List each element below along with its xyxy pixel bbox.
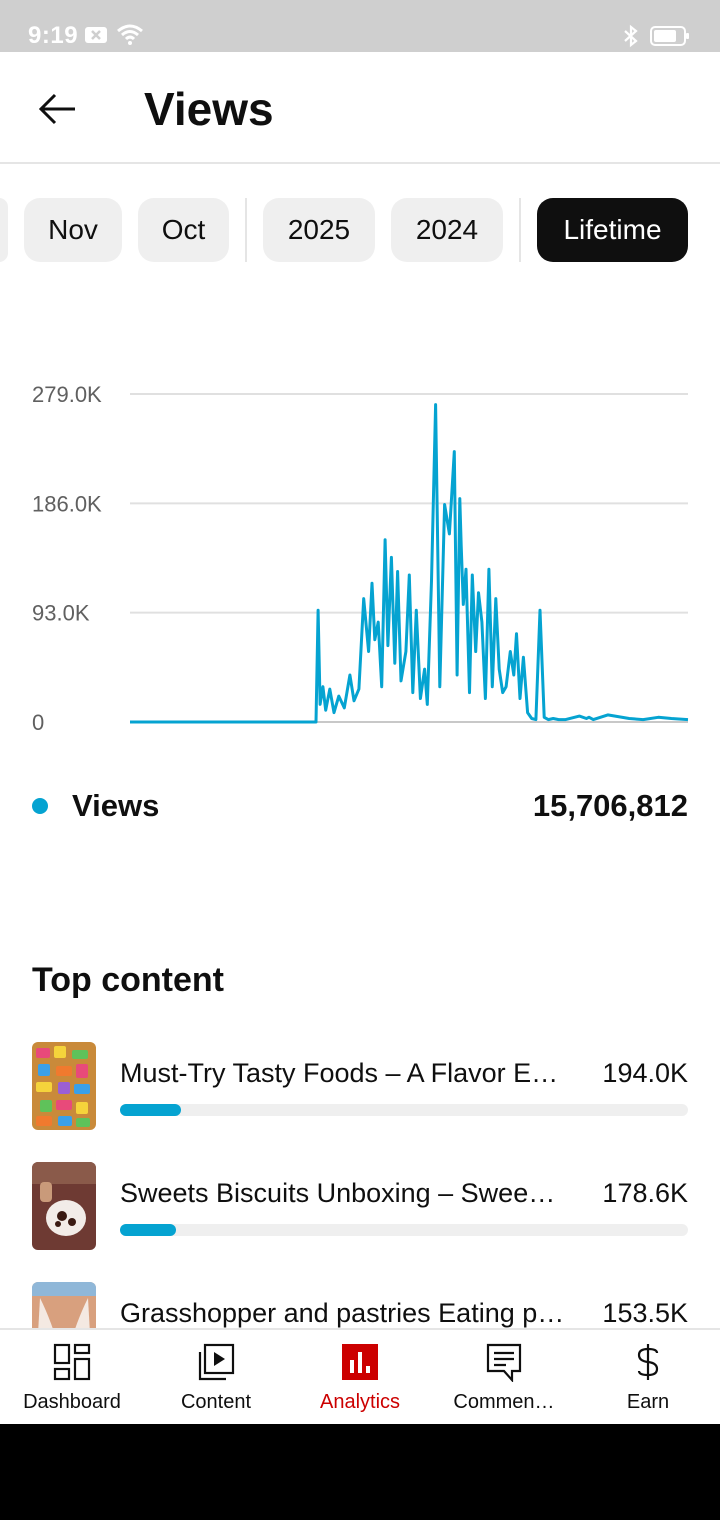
- chip-2025[interactable]: 2025: [263, 198, 375, 262]
- content-icon: [198, 1343, 235, 1381]
- nav-dashboard[interactable]: Dashboard: [0, 1330, 144, 1424]
- nav-label: Dashboard: [23, 1391, 121, 1413]
- views-bar-track: [120, 1104, 688, 1116]
- bottom-nav: Dashboard Content Analytics C: [0, 1328, 720, 1424]
- nav-earn[interactable]: Earn: [576, 1330, 720, 1424]
- chip-2024[interactable]: 2024: [391, 198, 503, 262]
- nav-label: Analytics: [319, 1391, 401, 1413]
- nav-label: Commen…: [453, 1391, 555, 1413]
- list-item[interactable]: Sweets Biscuits Unboxing – Swee… 178.6K: [0, 1162, 720, 1252]
- battery-icon: [650, 25, 690, 52]
- list-item[interactable]: Must-Try Tasty Foods – A Flavor E… 194.0…: [0, 1042, 720, 1132]
- views-bar-track: [120, 1224, 688, 1236]
- video-title: Must-Try Tasty Foods – A Flavor E…: [120, 1058, 559, 1088]
- legend-label: Views: [72, 788, 160, 823]
- close-box-icon: [84, 26, 108, 49]
- system-nav-area: [0, 1424, 720, 1520]
- video-thumbnail: [32, 1162, 96, 1250]
- legend-dot: [32, 798, 48, 814]
- period-chips: Nov Oct 2025 2024 Lifetime: [0, 198, 720, 262]
- back-button[interactable]: [30, 82, 84, 136]
- video-title: Sweets Biscuits Unboxing – Swee…: [120, 1178, 556, 1208]
- wifi-icon: [116, 24, 144, 51]
- video-views: 178.6K: [602, 1178, 688, 1208]
- nav-label: Earn: [626, 1391, 670, 1413]
- status-bar: 9:19: [0, 0, 720, 52]
- views-series-line: [130, 403, 689, 724]
- views-bar-fill: [120, 1104, 181, 1116]
- status-icons-left: [84, 24, 144, 51]
- chip-clipped[interactable]: [0, 198, 8, 262]
- chip-oct[interactable]: Oct: [138, 198, 229, 262]
- video-views: 194.0K: [602, 1058, 688, 1088]
- y-tick-label: 279.0K: [32, 382, 102, 407]
- analytics-icon: [342, 1344, 378, 1380]
- bluetooth-icon: [622, 24, 640, 53]
- video-title: Grasshopper and pastries Eating p…: [120, 1298, 565, 1328]
- status-icons-right: [622, 24, 690, 53]
- chip-divider: [245, 198, 247, 262]
- nav-analytics[interactable]: Analytics: [288, 1330, 432, 1424]
- legend-total: 15,706,812: [532, 788, 688, 823]
- nav-comments[interactable]: Commen…: [432, 1330, 576, 1424]
- y-tick-label: 0: [32, 710, 44, 734]
- page-title: Views: [144, 83, 274, 135]
- header: Views: [0, 52, 720, 164]
- nav-content[interactable]: Content: [144, 1330, 288, 1424]
- video-thumbnail: [32, 1042, 96, 1130]
- top-content-title: Top content: [32, 961, 224, 999]
- earn-icon: [637, 1344, 659, 1380]
- chip-lifetime[interactable]: Lifetime: [537, 198, 688, 262]
- chip-divider: [519, 198, 521, 262]
- comments-icon: [486, 1343, 522, 1382]
- y-tick-label: 93.0K: [32, 601, 90, 626]
- y-tick-label: 186.0K: [32, 491, 102, 516]
- video-views: 153.5K: [602, 1298, 688, 1328]
- status-time: 9:19: [28, 22, 79, 49]
- views-bar-fill: [120, 1224, 176, 1236]
- nav-label: Content: [180, 1391, 252, 1413]
- chip-nov[interactable]: Nov: [24, 198, 122, 262]
- arrow-left-icon: [38, 93, 75, 125]
- chart-legend: Views 15,706,812: [0, 784, 720, 828]
- dashboard-icon: [53, 1343, 91, 1381]
- app-screen: Views Nov Oct 2025 2024 Lifetime 279.0K 1…: [0, 52, 720, 1424]
